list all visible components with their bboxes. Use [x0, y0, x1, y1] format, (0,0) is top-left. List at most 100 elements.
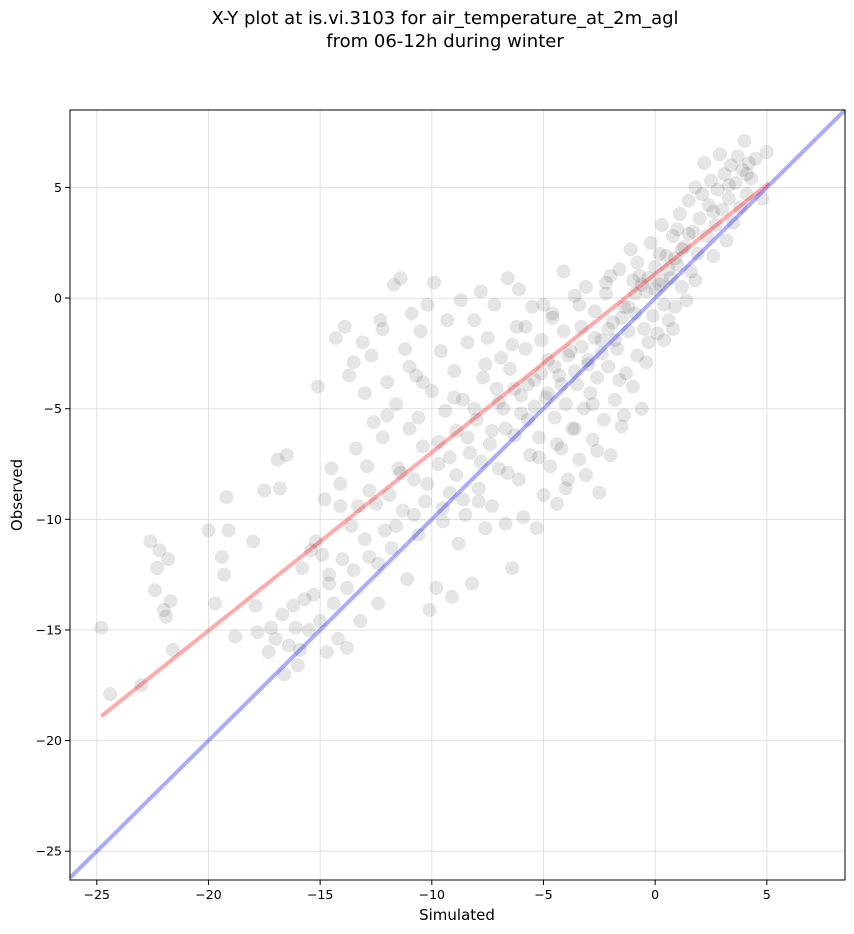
- data-point: [587, 330, 602, 345]
- data-point: [666, 229, 681, 244]
- data-point: [380, 408, 395, 423]
- data-point: [630, 348, 645, 363]
- data-point: [393, 271, 408, 286]
- x-axis-ticks: −25 −20 −15 −10 −5 0 5: [84, 880, 771, 902]
- data-point: [737, 133, 752, 148]
- data-point: [304, 543, 319, 558]
- data-point: [590, 370, 605, 385]
- data-point: [643, 235, 658, 250]
- data-point: [208, 596, 223, 611]
- data-point: [596, 412, 611, 427]
- data-point: [534, 333, 549, 348]
- data-point: [545, 310, 560, 325]
- data-point: [576, 401, 591, 416]
- data-point: [134, 678, 149, 693]
- data-point: [348, 441, 363, 456]
- data-point: [563, 344, 578, 359]
- data-point: [621, 324, 636, 339]
- y-tick-label: −25: [36, 844, 62, 859]
- data-point: [621, 299, 636, 314]
- data-point: [659, 249, 674, 264]
- data-point: [581, 353, 596, 368]
- data-point: [375, 430, 390, 445]
- data-point: [163, 594, 178, 609]
- data-point: [688, 273, 703, 288]
- data-point: [567, 364, 582, 379]
- data-point: [672, 206, 687, 221]
- data-point: [277, 667, 292, 682]
- data-point: [440, 313, 455, 328]
- data-point: [415, 375, 430, 390]
- data-point: [478, 357, 493, 372]
- data-point: [518, 341, 533, 356]
- data-point: [447, 390, 462, 405]
- data-point: [636, 322, 651, 337]
- data-point: [346, 355, 361, 370]
- data-point: [371, 596, 386, 611]
- data-point: [357, 532, 372, 547]
- data-point: [663, 271, 678, 286]
- data-point: [143, 534, 158, 549]
- data-point: [465, 576, 480, 591]
- data-point: [616, 299, 631, 314]
- data-point: [628, 286, 643, 301]
- scatter-points: [94, 133, 774, 702]
- data-point: [384, 541, 399, 556]
- data-point: [152, 543, 167, 558]
- data-point: [534, 366, 549, 381]
- data-point: [431, 457, 446, 472]
- data-point: [585, 432, 600, 447]
- data-point: [402, 359, 417, 374]
- data-point: [648, 282, 663, 297]
- data-point: [221, 523, 236, 538]
- reference-lines: [68, 108, 847, 880]
- data-point: [94, 620, 109, 635]
- data-point: [639, 355, 654, 370]
- data-point: [520, 377, 535, 392]
- y-tick-label: −20: [36, 733, 62, 748]
- y-tick-label: −15: [36, 622, 62, 637]
- y-tick-label: −10: [36, 512, 62, 527]
- data-point: [346, 563, 361, 578]
- data-point: [670, 222, 685, 237]
- data-point: [214, 549, 229, 564]
- chart-title-line2: from 06-12h during winter: [326, 31, 564, 52]
- x-tick-label: −20: [195, 887, 221, 902]
- data-point: [456, 492, 471, 507]
- data-point: [601, 359, 616, 374]
- data-point: [377, 523, 392, 538]
- data-point: [634, 277, 649, 292]
- data-point: [741, 156, 756, 171]
- data-point: [717, 167, 732, 182]
- data-point: [382, 488, 397, 502]
- data-point: [228, 629, 243, 644]
- data-point: [715, 202, 730, 217]
- data-point: [712, 147, 727, 162]
- data-point: [150, 561, 165, 576]
- data-point: [476, 370, 491, 385]
- data-point: [435, 501, 450, 516]
- data-point: [567, 288, 582, 303]
- x-tick-label: 5: [763, 887, 771, 902]
- data-point: [456, 392, 471, 407]
- data-point: [507, 381, 522, 396]
- data-point: [650, 326, 665, 341]
- data-point: [583, 386, 598, 401]
- data-point: [438, 403, 453, 418]
- data-point: [612, 262, 627, 277]
- data-point: [478, 521, 493, 536]
- data-point: [724, 158, 739, 173]
- data-point: [668, 299, 683, 314]
- data-point: [467, 313, 482, 328]
- data-point: [536, 488, 551, 502]
- data-point: [317, 492, 332, 507]
- data-point: [594, 333, 609, 348]
- data-point: [619, 366, 634, 381]
- data-point: [156, 603, 171, 618]
- data-point: [362, 483, 377, 498]
- data-point: [485, 423, 500, 438]
- data-point: [469, 412, 484, 427]
- data-point: [558, 397, 573, 412]
- data-point: [661, 313, 676, 328]
